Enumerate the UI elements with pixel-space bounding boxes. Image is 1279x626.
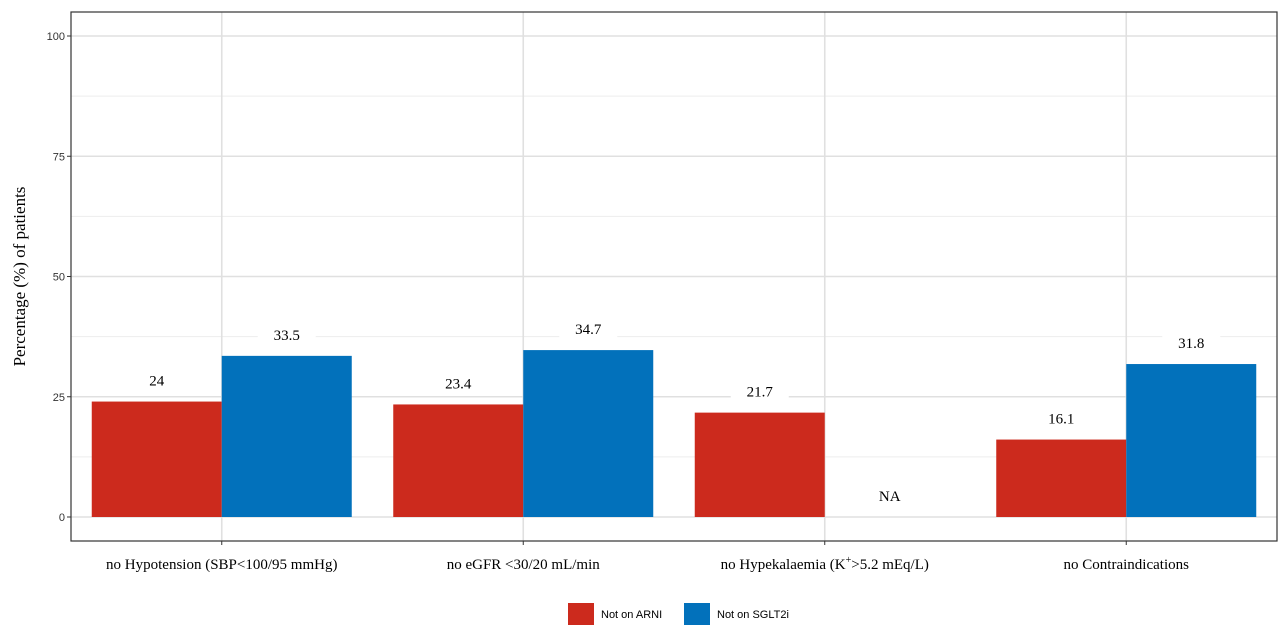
data-label: NA [879, 489, 901, 505]
data-label: 21.7 [747, 385, 774, 401]
y-axis-label: Percentage (%) of patients [10, 187, 29, 367]
x-tick-label: no eGFR <30/20 mL/min [447, 557, 601, 573]
y-tick-label: 25 [53, 392, 65, 404]
x-tick-label: no Hypotension (SBP<100/95 mmHg) [106, 557, 337, 573]
bar-not-on-sglt2i [523, 350, 654, 517]
y-tick-label: 0 [59, 512, 65, 524]
legend-label: Not on SGLT2i [717, 609, 789, 621]
data-label: 33.5 [274, 328, 300, 344]
data-label-background [136, 367, 178, 392]
y-tick-label: 100 [47, 31, 65, 43]
y-axis: 0 25 50 75 100 [47, 31, 71, 524]
bar-not-on-sglt2i [1126, 364, 1257, 517]
legend-swatch-not-on-sglt2i [684, 603, 710, 625]
data-label-background [257, 321, 316, 346]
bar-not-on-sglt2i [221, 355, 352, 517]
data-label-background [429, 370, 488, 395]
y-tick-label: 50 [53, 272, 65, 284]
data-label-background [559, 316, 618, 341]
y-tick-label: 75 [53, 151, 65, 163]
data-label-background [1162, 330, 1221, 355]
data-label: 23.4 [445, 376, 472, 392]
data-label-background [1032, 405, 1091, 430]
legend: Not on ARNI Not on SGLT2i [568, 603, 789, 625]
bar-not-on-arni [996, 439, 1127, 517]
bar-not-on-arni [393, 404, 524, 517]
bar-not-on-arni [91, 401, 222, 517]
bar-not-on-arni [694, 412, 825, 517]
x-tick-label: no Contraindications [1064, 557, 1190, 573]
data-label-background [730, 378, 789, 403]
data-labels: 24 23.4 21.7 16.1 33.5 34.7 NA 31.8 [136, 316, 1221, 505]
bars [91, 350, 1257, 517]
x-tick-label: no Hypekalaemia (K+>5.2 mEq/L) [721, 555, 929, 573]
data-label: 34.7 [575, 322, 602, 338]
data-label: 31.8 [1178, 336, 1204, 352]
legend-swatch-not-on-arni [568, 603, 594, 625]
data-label: 16.1 [1048, 412, 1074, 428]
legend-label: Not on ARNI [601, 609, 662, 621]
data-label: 24 [149, 374, 165, 390]
x-axis: no Hypotension (SBP<100/95 mmHg) no eGFR … [106, 541, 1189, 573]
